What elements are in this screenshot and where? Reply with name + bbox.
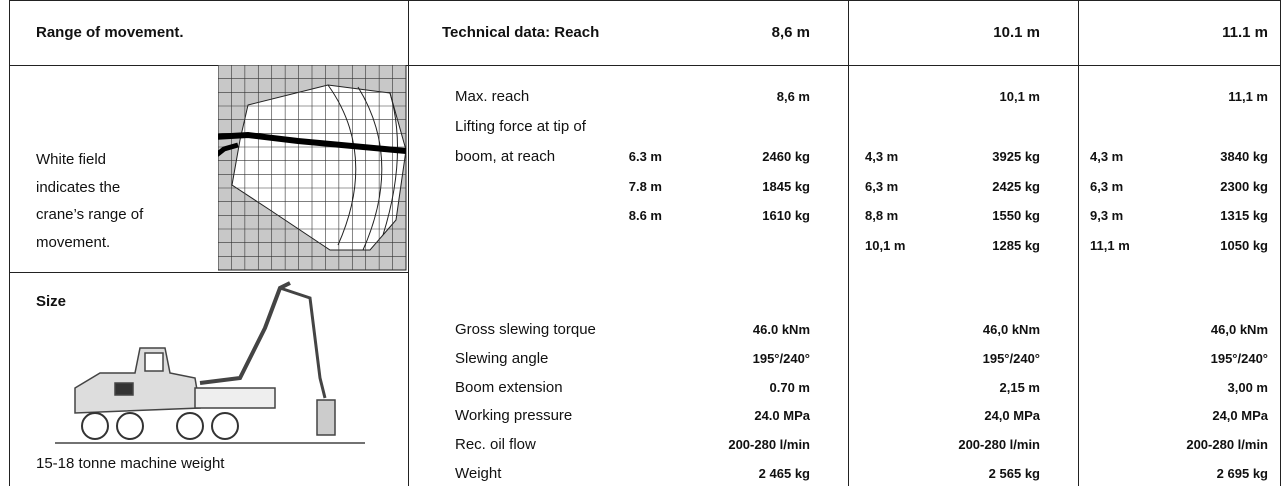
row-label: boom, at reach bbox=[455, 148, 555, 166]
divider bbox=[1078, 0, 1079, 486]
reach: 6,3 m bbox=[1090, 178, 1123, 196]
caption: 15-18 tonne machine weight bbox=[36, 455, 224, 473]
value: 0.70 m bbox=[770, 379, 810, 397]
value: 24,0 MPa bbox=[984, 407, 1040, 425]
row-label: Lifting force at tip of bbox=[455, 118, 586, 136]
lifting-force: 1050 kg bbox=[1220, 237, 1268, 255]
reach: 8.6 m bbox=[629, 207, 662, 225]
value: 195°/240° bbox=[983, 350, 1040, 368]
value: 195°/240° bbox=[1211, 350, 1268, 368]
row-label: Weight bbox=[455, 465, 501, 483]
reach: 7.8 m bbox=[629, 178, 662, 196]
reach: 6,3 m bbox=[865, 178, 898, 196]
header: Technical data: Reach bbox=[442, 24, 599, 42]
border bbox=[9, 0, 10, 486]
value: 2 465 kg bbox=[759, 465, 810, 483]
value: 2 565 kg bbox=[989, 465, 1040, 483]
value: 3,00 m bbox=[1228, 379, 1268, 397]
reach: 4,3 m bbox=[865, 148, 898, 166]
value: 2 695 kg bbox=[1217, 465, 1268, 483]
description: movement. bbox=[36, 234, 110, 252]
lifting-force: 1550 kg bbox=[992, 207, 1040, 225]
lifting-force: 2425 kg bbox=[992, 178, 1040, 196]
reach: 11,1 m bbox=[1090, 237, 1130, 255]
value: 10,1 m bbox=[1000, 88, 1040, 106]
column-header: 11.1 m bbox=[1222, 24, 1268, 42]
divider bbox=[408, 0, 409, 486]
value: 200-280 l/min bbox=[728, 436, 810, 454]
value: 2,15 m bbox=[1000, 379, 1040, 397]
value: 46.0 kNm bbox=[753, 321, 810, 339]
value: 11,1 m bbox=[1228, 88, 1268, 106]
border bbox=[9, 0, 1281, 1]
value: 24.0 MPa bbox=[754, 407, 810, 425]
lifting-force: 3840 kg bbox=[1220, 148, 1268, 166]
lifting-force: 1285 kg bbox=[992, 237, 1040, 255]
value: 195°/240° bbox=[753, 350, 810, 368]
row-label: Max. reach bbox=[455, 88, 529, 106]
value: 8,6 m bbox=[777, 88, 810, 106]
lifting-force: 2300 kg bbox=[1220, 178, 1268, 196]
description: indicates the bbox=[36, 179, 120, 197]
lifting-force: 1315 kg bbox=[1220, 207, 1268, 225]
section-title: Size bbox=[36, 293, 66, 311]
value: 46,0 kNm bbox=[1211, 321, 1268, 339]
spec-sheet: Range of movement. Technical data: Reach 8… bbox=[0, 0, 1281, 486]
row-label: Rec. oil flow bbox=[455, 436, 536, 454]
reach: 8,8 m bbox=[865, 207, 898, 225]
value: 200-280 l/min bbox=[1186, 436, 1268, 454]
column-header: 10.1 m bbox=[993, 24, 1040, 42]
lifting-force: 2460 kg bbox=[762, 148, 810, 166]
reach-diagram bbox=[218, 65, 408, 272]
row-label: Working pressure bbox=[455, 407, 572, 425]
reach: 4,3 m bbox=[1090, 148, 1123, 166]
description: crane’s range of bbox=[36, 206, 143, 224]
divider bbox=[9, 65, 1281, 66]
machine-illustration bbox=[55, 278, 375, 453]
lifting-force: 1610 kg bbox=[762, 207, 810, 225]
divider bbox=[848, 0, 849, 486]
row-label: Boom extension bbox=[455, 379, 563, 397]
reach: 6.3 m bbox=[629, 148, 662, 166]
row-label: Slewing angle bbox=[455, 350, 548, 368]
value: 24,0 MPa bbox=[1212, 407, 1268, 425]
value: 200-280 l/min bbox=[958, 436, 1040, 454]
description: White field bbox=[36, 151, 106, 169]
lifting-force: 1845 kg bbox=[762, 178, 810, 196]
column-header: 8,6 m bbox=[772, 24, 810, 42]
value: 46,0 kNm bbox=[983, 321, 1040, 339]
lifting-force: 3925 kg bbox=[992, 148, 1040, 166]
row-label: Gross slewing torque bbox=[455, 321, 596, 339]
reach: 9,3 m bbox=[1090, 207, 1123, 225]
reach: 10,1 m bbox=[865, 237, 905, 255]
header: Range of movement. bbox=[36, 24, 184, 42]
divider bbox=[9, 272, 408, 273]
